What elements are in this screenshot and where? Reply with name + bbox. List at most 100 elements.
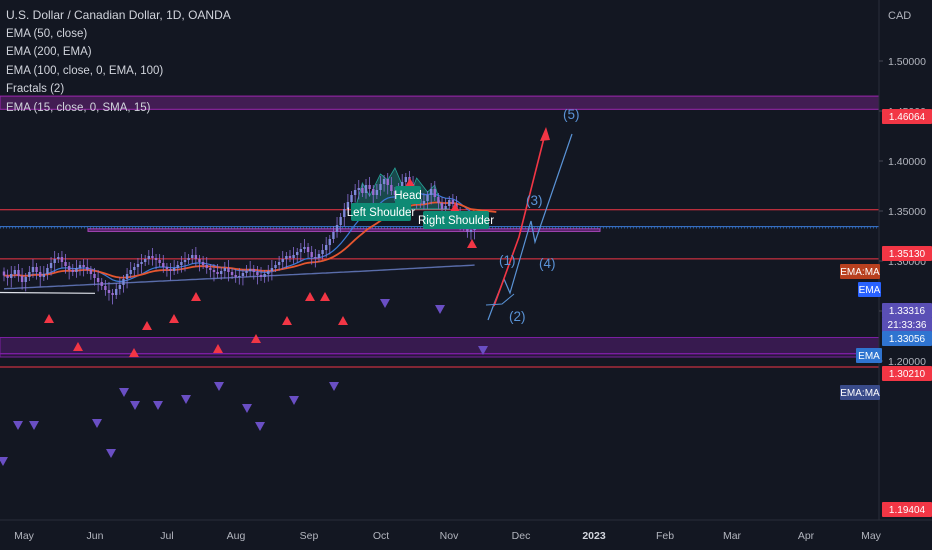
candle-body <box>422 201 426 204</box>
candle-body <box>187 258 190 260</box>
fractal-down-marker <box>13 421 23 430</box>
candle-body <box>368 185 371 189</box>
candle-body <box>281 259 284 262</box>
currency-label: CAD <box>888 10 911 22</box>
candle-body <box>451 200 455 204</box>
candle-body <box>339 217 342 225</box>
candle-body <box>10 274 13 278</box>
candle-body <box>357 188 360 190</box>
symbol-title[interactable]: U.S. Dollar / Canadian Dollar, 1D, OANDA <box>6 8 231 22</box>
candle-body <box>165 267 169 269</box>
indicator-ema-50[interactable]: EMA (50, close) <box>6 27 88 40</box>
fractal-up-marker <box>450 203 460 212</box>
indicator-ema-200[interactable]: EMA (200, EMA) <box>6 46 92 58</box>
y-tick-label: 1.50000 <box>888 56 926 68</box>
fractal-up-marker <box>467 239 477 248</box>
x-tick-label: 2023 <box>582 530 606 542</box>
indicator-ema-100[interactable]: EMA (100, close, 0, EMA, 100) <box>6 64 164 77</box>
x-tick-label: May <box>14 530 35 542</box>
price-label-bg <box>882 246 932 261</box>
wave-label: (4) <box>539 256 556 271</box>
candle-body <box>382 179 386 184</box>
candle-body <box>31 267 35 272</box>
candle-body <box>140 262 143 264</box>
candle-body <box>433 189 436 197</box>
candle-body <box>162 263 165 267</box>
candle-body <box>60 257 64 262</box>
candle-body <box>390 185 393 191</box>
candle-body <box>440 203 444 209</box>
fractal-down-marker <box>214 382 224 391</box>
candle-body <box>96 278 100 282</box>
fractal-down-marker <box>29 421 39 430</box>
candle-body <box>118 285 122 289</box>
fractal-down-marker <box>92 419 102 428</box>
candle-body <box>350 195 353 202</box>
candle-body <box>104 286 107 290</box>
indicator-fractals[interactable]: Fractals (2) <box>6 83 65 95</box>
candle-body <box>444 206 447 209</box>
candle-body <box>241 273 245 276</box>
fractal-up-marker <box>73 342 83 351</box>
y-tick-label: 1.20000 <box>888 356 926 368</box>
label-head: Head <box>394 190 422 202</box>
candle-body <box>136 264 140 267</box>
candle-body <box>6 275 9 278</box>
wave-label: (2) <box>509 309 526 324</box>
wave-label: (3) <box>526 193 543 208</box>
candle-body <box>78 265 82 268</box>
price-labels: 1.46064 1.35130 EMA:MA EMA 1.33316 21:33:36 1.… <box>840 109 932 517</box>
demand-zone <box>0 337 880 354</box>
fractal-up-marker <box>213 344 223 353</box>
x-tick-label: Mar <box>723 530 742 542</box>
horizontal-levels <box>0 209 879 368</box>
fractal-up-marker <box>305 292 315 301</box>
indicator-ema-15[interactable]: EMA (15, close, 0, SMA, 15) <box>6 101 151 114</box>
candle-body <box>252 269 255 272</box>
candle-body <box>234 275 237 277</box>
fractal-down-marker <box>289 396 299 405</box>
candle-body <box>89 270 93 274</box>
x-axis-ticks[interactable]: May Jun Jul Aug Sep Oct Nov Dec 2023 Feb Mar Apr May <box>14 530 882 542</box>
x-tick-label: Jul <box>160 530 173 542</box>
candle-body <box>209 268 212 270</box>
candle-body <box>220 271 223 274</box>
candle-body <box>292 255 295 258</box>
candle-body <box>223 268 227 271</box>
price-label: EMA <box>859 285 881 296</box>
candle-body <box>343 209 346 217</box>
candle-body <box>64 262 67 266</box>
candle-body <box>39 272 42 277</box>
candle-body <box>364 185 368 193</box>
candle-body <box>448 200 451 206</box>
fractal-down-marker <box>153 401 163 410</box>
x-tick-label: Apr <box>798 530 815 542</box>
price-label-bg <box>882 502 932 517</box>
candle-body <box>426 195 429 201</box>
candle-body <box>314 257 317 258</box>
candle-body <box>24 277 27 282</box>
candle-body <box>466 227 469 232</box>
price-label: EMA:MA <box>840 267 880 278</box>
candle-body <box>57 257 60 259</box>
fractal-up-marker <box>320 292 330 301</box>
price-label: 21:33:36 <box>888 320 927 331</box>
candle-body <box>288 256 292 258</box>
candle-body <box>317 254 321 258</box>
candle-body <box>285 256 288 259</box>
price-label: 1.19404 <box>889 505 926 516</box>
fractal-down-marker <box>119 388 129 397</box>
candle-body <box>270 268 274 271</box>
price-label-bg <box>882 366 932 381</box>
fractal-up-marker <box>405 178 415 187</box>
candle-body <box>194 255 198 259</box>
annotations: Left Shoulder Head Right Shoulder (1) (2) (3)… <box>347 107 580 324</box>
candle-body <box>20 276 24 282</box>
wave-label: (5) <box>563 107 580 122</box>
fractal-down-marker <box>130 401 140 410</box>
candle-body <box>401 182 404 189</box>
candle-body <box>324 245 328 250</box>
candle-body <box>328 239 331 245</box>
candle-body <box>361 188 364 193</box>
